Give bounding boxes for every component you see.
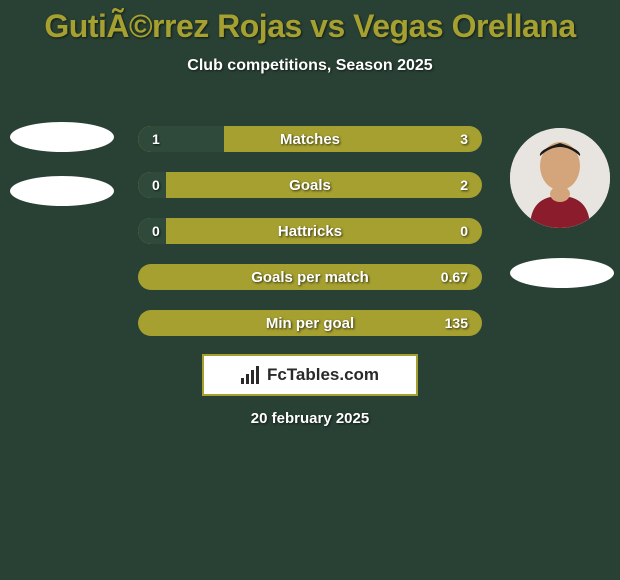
stat-value-right: 3 (460, 131, 468, 147)
stat-value-right: 135 (445, 315, 468, 331)
player-right-panel (510, 128, 610, 288)
subtitle: Club competitions, Season 2025 (0, 57, 620, 75)
stat-label: Goals (138, 177, 482, 194)
brand-attribution: FcTables.com (202, 354, 418, 396)
avatar (510, 128, 610, 228)
stat-row: 1Matches3 (138, 126, 482, 152)
chart-icon (241, 366, 261, 384)
stat-value-right: 0.67 (441, 269, 468, 285)
stat-row: Goals per match0.67 (138, 264, 482, 290)
stat-value-right: 0 (460, 223, 468, 239)
date-label: 20 february 2025 (0, 410, 620, 427)
page-title: GutiÃ©rrez Rojas vs Vegas Orellana (0, 0, 620, 45)
team-badge-placeholder (10, 176, 114, 206)
stat-value-right: 2 (460, 177, 468, 193)
avatar-placeholder (10, 122, 114, 152)
stat-label: Min per goal (138, 315, 482, 332)
stat-row: Min per goal135 (138, 310, 482, 336)
brand-text: FcTables.com (267, 365, 379, 385)
stat-label: Hattricks (138, 223, 482, 240)
stat-label: Matches (138, 131, 482, 148)
stat-label: Goals per match (138, 269, 482, 286)
stat-row: 0Goals2 (138, 172, 482, 198)
team-badge-placeholder (510, 258, 614, 288)
person-icon (510, 128, 610, 228)
stat-row: 0Hattricks0 (138, 218, 482, 244)
player-left-panel (10, 122, 110, 206)
stats-comparison: 1Matches30Goals20Hattricks0Goals per mat… (138, 126, 482, 356)
